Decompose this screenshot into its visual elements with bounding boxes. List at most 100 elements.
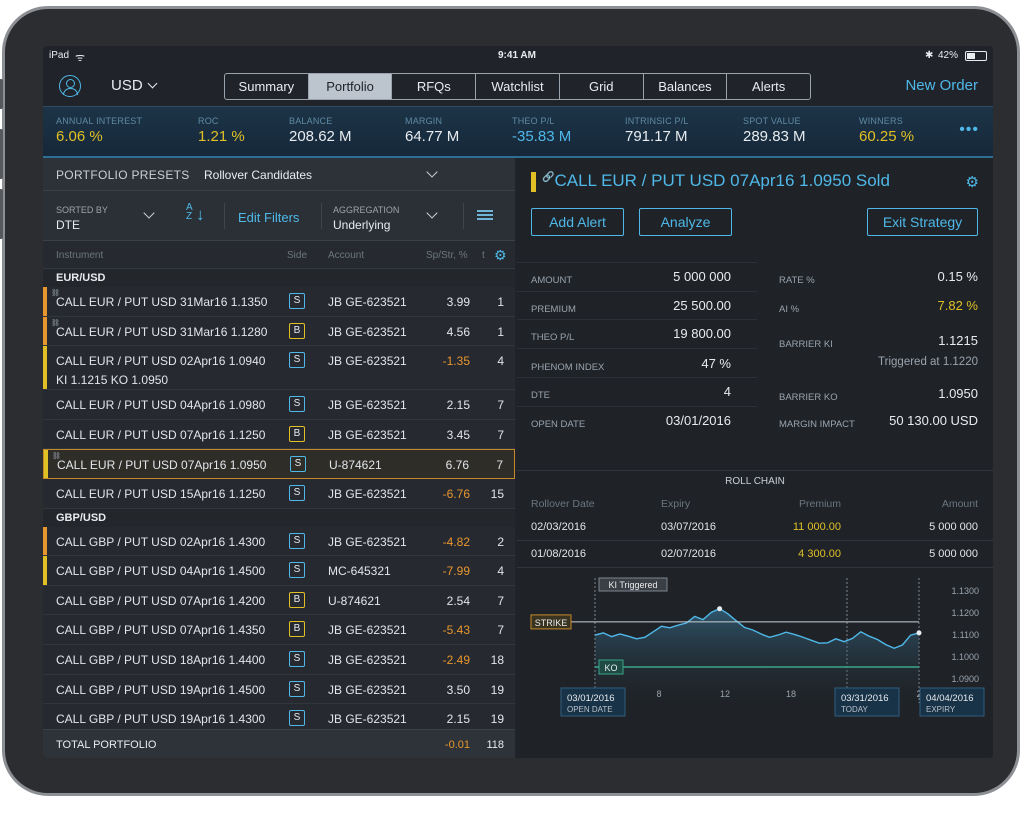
- side-badge: B: [289, 621, 305, 638]
- dte-value: 1: [497, 295, 504, 309]
- instrument-name: CALL EUR / PUT USD 04Apr16 1.0980: [56, 398, 266, 413]
- table-row[interactable]: ⛓ CALL EUR / PUT USD 31Mar16 1.1280 B JB GE…: [43, 316, 515, 347]
- row-indicator: [43, 287, 47, 316]
- side-badge: S: [289, 562, 305, 579]
- divider: [517, 377, 757, 378]
- exit-strategy-button[interactable]: Exit Strategy: [867, 208, 978, 236]
- divider: [224, 203, 225, 229]
- spstr-value: 2.54: [446, 593, 470, 608]
- volume-up: [0, 129, 3, 179]
- metric-value: 289.83 M: [743, 128, 806, 145]
- side-badge: S: [289, 352, 305, 369]
- table-row[interactable]: CALL EUR / PUT USD 02Apr16 1.0940 KI 1.12…: [43, 346, 515, 391]
- status-sold: Sold: [855, 171, 890, 190]
- strike-label: STRIKE: [535, 618, 568, 628]
- detail-panel: 🔗CALL EUR / PUT USD 07Apr16 1.0950 Sold …: [517, 158, 993, 758]
- field-value: 0.15 %: [937, 269, 978, 284]
- spstr-value: 2.15: [446, 712, 470, 727]
- metric-value: 60.25 %: [859, 128, 915, 145]
- table-row[interactable]: CALL GBP / PUT USD 19Apr16 1.4500 S JB GE-…: [43, 675, 515, 705]
- table-row[interactable]: ⛓ CALL EUR / PUT USD 07Apr16 1.0950 S U-874…: [43, 449, 515, 479]
- col-t: t: [482, 250, 485, 261]
- field-value: 50 130.00 USD: [889, 413, 978, 428]
- account-value: JB GE-623521: [328, 354, 407, 369]
- price-area: [595, 608, 919, 703]
- portfolio-panel: PORTFOLIO PRESETS Rollover Candidates SO…: [43, 158, 515, 758]
- field-label: AMOUNT: [531, 275, 573, 286]
- volume-down: [0, 189, 3, 239]
- currency-selector[interactable]: USD: [111, 77, 158, 94]
- tab-grid[interactable]: Grid: [560, 74, 644, 99]
- dte-value: 2: [497, 534, 504, 549]
- tab-summary[interactable]: Summary: [225, 74, 309, 99]
- tab-rfqs[interactable]: RFQs: [392, 74, 477, 99]
- chevron-down-icon[interactable]: [143, 207, 155, 219]
- portfolio-presets[interactable]: PORTFOLIO PRESETS Rollover Candidates: [43, 158, 515, 191]
- today-point: [916, 630, 922, 636]
- divider: [517, 262, 757, 263]
- table-row[interactable]: CALL GBP / PUT USD 19Apr16 1.4300 S JB GE-…: [43, 704, 515, 729]
- dte-value: 7: [496, 458, 503, 473]
- status-bar: iPad ᯤ 9:41 AM ✱ 42%: [43, 46, 993, 66]
- account-value: JB GE-623521: [328, 712, 407, 727]
- settings-icon[interactable]: ⚙: [494, 247, 507, 263]
- sort-arrow-icon[interactable]: ↓: [196, 205, 205, 224]
- table-row[interactable]: CALL GBP / PUT USD 07Apr16 1.4200 B U-8746…: [43, 586, 515, 616]
- metric-value: 208.62 M: [289, 128, 352, 145]
- metric-value: 1.21 %: [198, 128, 245, 145]
- table-row[interactable]: CALL GBP / PUT USD 04Apr16 1.4500 S MC-645…: [43, 556, 515, 586]
- analyze-button[interactable]: Analyze: [639, 208, 732, 236]
- metric-margin: MARGIN 64.77 M: [405, 116, 459, 145]
- divider: [517, 406, 757, 407]
- nav-bar: USD Summary Portfolio RFQs Watchlist Gri…: [43, 66, 993, 106]
- tab-portfolio[interactable]: Portfolio: [308, 74, 393, 99]
- ki-label: KI Triggered: [608, 580, 657, 590]
- tab-watchlist[interactable]: Watchlist: [476, 74, 560, 99]
- spstr-value: -2.49: [442, 652, 470, 667]
- spstr-value: 3.50: [446, 682, 470, 697]
- dte-value: 15: [490, 486, 504, 501]
- main-tabs: Summary Portfolio RFQs Watchlist Grid Ba…: [224, 73, 811, 100]
- field-value: 7.82 %: [937, 298, 978, 313]
- account-value: U-874621: [329, 458, 382, 473]
- metric-value: -35.83 M: [512, 128, 572, 145]
- col-instrument: Instrument: [56, 250, 104, 261]
- profile-icon[interactable]: [59, 75, 81, 97]
- wifi-icon: ᯤ: [75, 52, 86, 64]
- add-alert-button[interactable]: Add Alert: [531, 208, 624, 236]
- table-row[interactable]: CALL GBP / PUT USD 07Apr16 1.4350 B JB GE-…: [43, 615, 515, 645]
- chevron-down-icon[interactable]: [426, 207, 438, 219]
- edit-filters-button[interactable]: Edit Filters: [238, 210, 300, 225]
- row-indicator: [44, 450, 48, 478]
- dte-value: 7: [497, 593, 504, 608]
- y-tick-label: 1.1300: [951, 586, 979, 596]
- table-row[interactable]: CALL GBP / PUT USD 02Apr16 1.4300 S JB GE-…: [43, 526, 515, 557]
- divider: [517, 291, 757, 292]
- sorted-by-value[interactable]: DTE: [56, 218, 80, 232]
- columns-icon[interactable]: [477, 210, 493, 222]
- settings-icon[interactable]: ⚙: [965, 174, 979, 191]
- metric-spot-value: SPOT VALUE 289.83 M: [743, 116, 806, 145]
- new-order-button[interactable]: New Order: [905, 77, 978, 94]
- spstr-value: 3.99: [446, 295, 470, 309]
- table-row[interactable]: CALL EUR / PUT USD 15Apr16 1.1250 S JB GE-…: [43, 479, 515, 509]
- table-row[interactable]: ⛓ CALL EUR / PUT USD 31Mar16 1.1350 S JB GE…: [43, 287, 515, 317]
- link-icon: ⛓: [51, 319, 60, 327]
- dte-value: 19: [490, 682, 504, 697]
- spstr-value: -7.99: [442, 564, 470, 579]
- marker-date: 03/31/2016: [841, 693, 889, 704]
- side-badge: S: [290, 456, 306, 473]
- table-row[interactable]: CALL EUR / PUT USD 07Apr16 1.1250 B JB GE-…: [43, 420, 515, 450]
- tab-balances[interactable]: Balances: [644, 74, 728, 99]
- table-row[interactable]: CALL EUR / PUT USD 04Apr16 1.0980 S JB GE-…: [43, 390, 515, 420]
- instrument-name: CALL GBP / PUT USD 02Apr16 1.4300: [56, 534, 266, 549]
- more-icon[interactable]: •••: [959, 121, 979, 138]
- field-label: BARRIER KO: [779, 392, 838, 403]
- instrument-name: CALL EUR / PUT USD 31Mar16 1.1350: [56, 295, 268, 309]
- table-row[interactable]: CALL GBP / PUT USD 18Apr16 1.4400 S JB GE-…: [43, 645, 515, 675]
- aggregation-value[interactable]: Underlying: [333, 218, 391, 232]
- tab-alerts[interactable]: Alerts: [752, 79, 786, 94]
- field-value: 03/01/2016: [665, 413, 731, 428]
